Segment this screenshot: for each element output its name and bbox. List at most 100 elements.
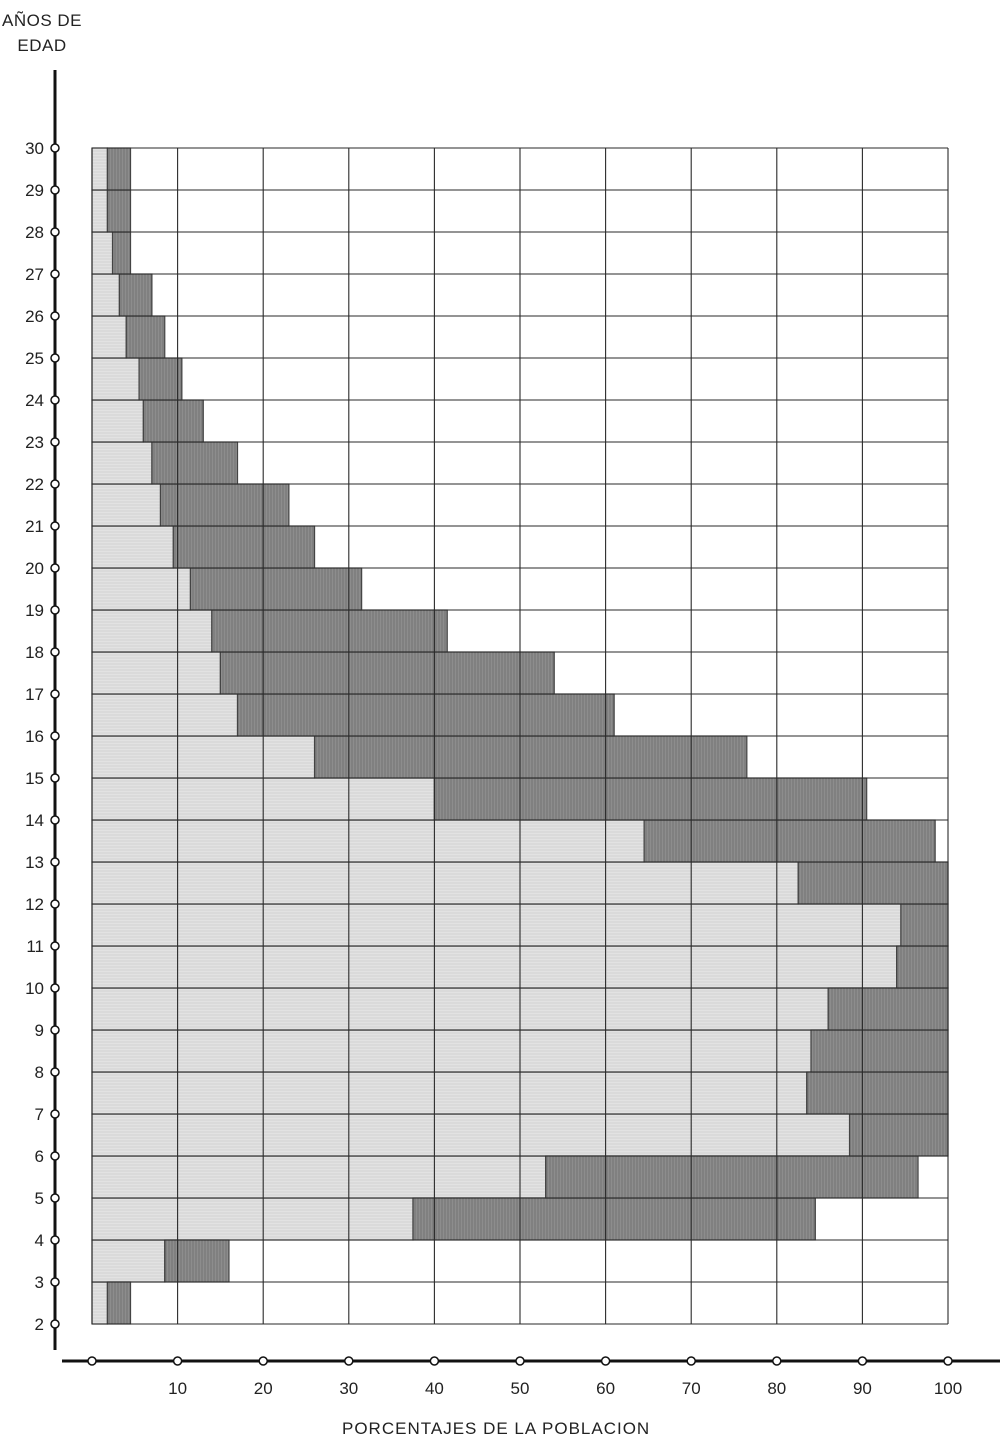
y-tick-marker-22: [50, 479, 60, 489]
dark-bar-age-8-9: [810, 1029, 949, 1073]
y-tick-label-28: 28: [25, 223, 44, 242]
x-tick-marker-80: [772, 1356, 782, 1366]
dark-band-bars: [106, 147, 949, 1325]
light-bar-age-27-28: [91, 231, 114, 275]
light-bar-age-22-23: [91, 441, 153, 485]
y-tick-marker-25: [50, 353, 60, 363]
dark-bar-age-18-19: [211, 609, 448, 653]
light-bar-age-2-3: [91, 1281, 109, 1325]
y-axis-title-line-2: EDAD: [17, 36, 67, 55]
y-tick-label-19: 19: [25, 601, 44, 620]
y-tick-marker-13: [50, 857, 60, 867]
y-tick-marker-5: [50, 1193, 60, 1203]
x-tick-label-100: 100: [934, 1379, 962, 1398]
x-axis-title: PORCENTAJES DE LA POBLACION: [342, 1419, 651, 1438]
x-tick-marker-60: [600, 1356, 611, 1366]
y-tick-label-21: 21: [25, 517, 44, 536]
dark-bar-age-17-18: [219, 651, 555, 695]
y-tick-marker-9: [50, 1025, 60, 1035]
y-tick-label-25: 25: [25, 349, 44, 368]
x-tick-marker-70: [686, 1356, 696, 1366]
dark-bar-age-29-30: [106, 147, 132, 191]
y-tick-marker-2: [50, 1319, 60, 1329]
y-tick-label-13: 13: [25, 853, 44, 872]
y-tick-marker-27: [50, 269, 60, 279]
dark-bar-age-19-20: [189, 567, 363, 611]
light-bar-age-4-5: [91, 1197, 414, 1241]
dark-bar-age-23-24: [142, 399, 204, 443]
x-tick-marker-100: [943, 1356, 953, 1366]
light-bar-age-26-27: [91, 273, 120, 317]
y-tick-label-20: 20: [25, 559, 44, 578]
y-tick-label-18: 18: [25, 643, 44, 662]
x-tick-marker-0: [87, 1356, 97, 1366]
x-tick-label-10: 10: [168, 1379, 187, 1398]
light-bar-age-13-14: [91, 819, 645, 863]
y-tick-marker-15: [50, 773, 60, 783]
light-bar-age-16-17: [91, 693, 239, 737]
light-bar-age-8-9: [91, 1029, 812, 1073]
light-bar-age-3-4: [91, 1239, 166, 1283]
dark-bar-age-27-28: [111, 231, 132, 275]
y-tick-marker-14: [50, 815, 60, 825]
y-tick-label-22: 22: [25, 475, 44, 494]
dark-bar-age-20-21: [172, 525, 316, 569]
dark-bar-age-6-7: [848, 1113, 949, 1157]
dark-bar-age-10-11: [896, 945, 949, 989]
y-tick-label-8: 8: [35, 1063, 44, 1082]
x-tick-label-80: 80: [767, 1379, 786, 1398]
y-tick-marker-4: [50, 1235, 60, 1245]
dark-bar-age-26-27: [118, 273, 153, 317]
light-bar-age-17-18: [91, 651, 221, 695]
y-tick-marker-29: [50, 185, 60, 195]
y-axis-title: AÑOS DE EDAD: [0, 8, 84, 58]
light-bar-age-28-29: [91, 189, 109, 233]
y-tick-marker-12: [50, 899, 60, 909]
light-bar-age-20-21: [91, 525, 174, 569]
dark-bar-age-16-17: [236, 693, 615, 737]
y-tick-label-2: 2: [35, 1315, 44, 1334]
y-tick-marker-28: [50, 227, 60, 237]
x-tick-label-20: 20: [254, 1379, 273, 1398]
light-bar-age-6-7: [91, 1113, 851, 1157]
light-bar-age-24-25: [91, 357, 140, 401]
dark-bar-age-14-15: [433, 777, 868, 821]
y-tick-marker-11: [50, 941, 60, 951]
y-tick-label-27: 27: [25, 265, 44, 284]
y-tick-label-17: 17: [25, 685, 44, 704]
dark-bar-age-5-6: [545, 1155, 919, 1199]
y-tick-label-3: 3: [35, 1273, 44, 1292]
y-tick-label-6: 6: [35, 1147, 44, 1166]
dark-bar-age-7-8: [806, 1071, 949, 1115]
light-bar-age-9-10: [91, 987, 829, 1031]
x-tick-label-90: 90: [853, 1379, 872, 1398]
light-bar-age-29-30: [91, 147, 109, 191]
y-tick-marker-30: [50, 143, 60, 153]
y-tick-marker-6: [50, 1151, 60, 1161]
x-tick-marker-30: [344, 1356, 354, 1366]
dark-bar-age-9-10: [827, 987, 949, 1031]
y-tick-marker-18: [50, 647, 60, 657]
y-tick-marker-23: [50, 437, 60, 447]
dark-bar-age-25-26: [125, 315, 166, 359]
x-tick-marker-40: [429, 1356, 440, 1366]
y-tick-marker-26: [50, 311, 60, 321]
light-bar-age-15-16: [91, 735, 316, 779]
y-tick-marker-3: [50, 1277, 60, 1287]
light-bar-age-11-12: [91, 903, 902, 947]
light-bar-age-19-20: [91, 567, 192, 611]
dark-bar-age-21-22: [159, 483, 290, 527]
light-bar-age-21-22: [91, 483, 162, 527]
chart-axes: [50, 70, 1000, 1366]
y-tick-label-24: 24: [25, 391, 44, 410]
light-bar-age-18-19: [91, 609, 213, 653]
y-tick-label-10: 10: [25, 979, 44, 998]
y-tick-marker-8: [50, 1067, 60, 1077]
y-tick-marker-17: [50, 689, 60, 699]
dark-bar-age-4-5: [412, 1197, 816, 1241]
dark-bar-age-15-16: [313, 735, 748, 779]
x-tick-label-50: 50: [511, 1379, 530, 1398]
y-tick-label-15: 15: [25, 769, 44, 788]
x-tick-marker-10: [172, 1356, 183, 1366]
